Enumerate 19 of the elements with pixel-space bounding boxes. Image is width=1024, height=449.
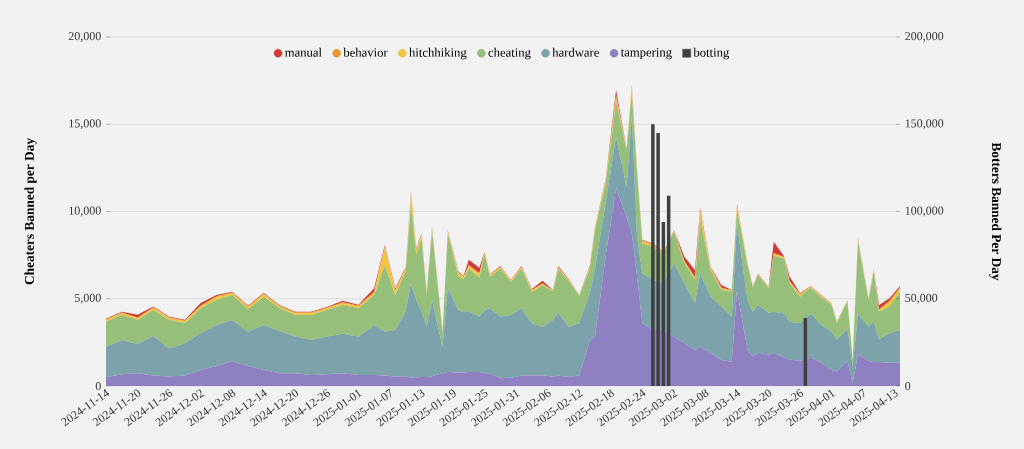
legend-label: cheating — [488, 47, 531, 60]
y2-axis-title: Botters Banned Per Day — [989, 142, 1002, 281]
y2-tick-label: 150,000 — [905, 119, 944, 130]
y-axis-title: Cheaters Banned per Day — [24, 138, 37, 285]
legend-label: hitchhiking — [409, 47, 467, 60]
legend-label: botting — [693, 47, 730, 60]
legend-label: tampering — [620, 48, 672, 60]
legend-label: behavior — [343, 47, 388, 57]
y-tick-label: 0 — [95, 381, 101, 391]
y2-tick-label: 200,000 — [905, 32, 944, 42]
y-tick-label: 10,000 — [69, 206, 101, 217]
legend-label: hardware — [552, 47, 599, 57]
legend-label: manual — [285, 47, 322, 57]
y2-tick-label: 50,000 — [905, 293, 938, 304]
y-tick-label: 20,000 — [68, 32, 101, 42]
y2-tick-label: 100,000 — [905, 206, 944, 217]
y-tick-label: 5,000 — [74, 293, 101, 304]
y2-tick-label: 0 — [905, 381, 911, 391]
y-tick-label: 15,000 — [69, 119, 101, 130]
